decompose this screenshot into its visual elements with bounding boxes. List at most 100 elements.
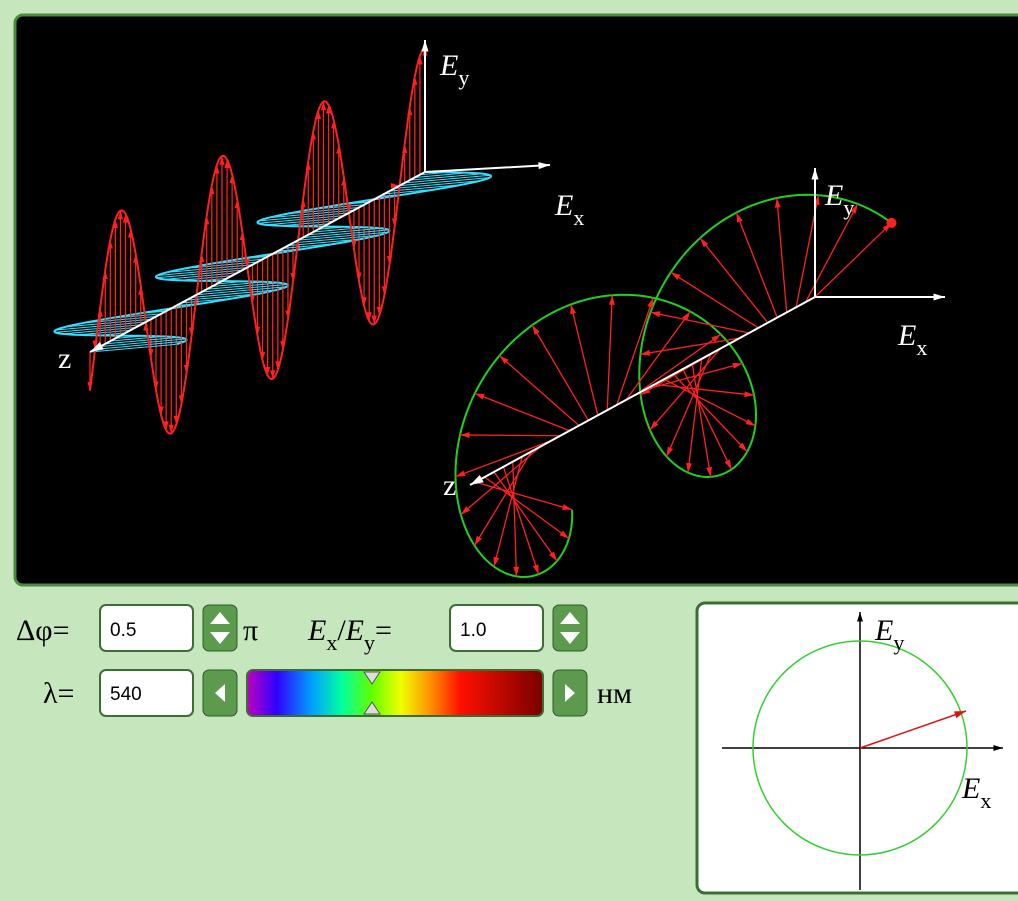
phase-spinner[interactable]: [202, 604, 238, 652]
arrow-head: [711, 334, 721, 343]
field-tip: [886, 217, 897, 228]
arrow-head: [460, 506, 471, 515]
ex-vector: [186, 293, 260, 301]
ex-vector: [176, 302, 205, 307]
ex-vector: [239, 256, 268, 260]
arrow-head: [421, 40, 429, 52]
ex-vector: [404, 174, 491, 184]
arrow-head: [857, 612, 863, 622]
arrow-head: [366, 312, 372, 321]
arrow-head: [474, 393, 485, 400]
arrow-head: [850, 203, 858, 214]
lambda-decrease[interactable]: [202, 669, 238, 717]
arrow-head: [320, 101, 327, 111]
arrow-head: [90, 342, 104, 352]
arrow-head: [219, 156, 225, 165]
ex-vector: [280, 220, 334, 227]
arrow-shaft: [654, 383, 755, 396]
arrow: [215, 684, 225, 702]
ex-vector: [179, 275, 233, 281]
e: E: [439, 49, 458, 82]
wavelength-slider[interactable]: [246, 669, 544, 717]
arrow-shaft: [473, 450, 533, 546]
slider-thumb[interactable]: [363, 671, 381, 715]
eq: =: [375, 614, 392, 647]
sub: x: [980, 788, 991, 813]
arrow-shaft: [687, 358, 703, 473]
arrow-shaft: [699, 237, 769, 324]
arrow-shaft: [682, 368, 733, 470]
arrow-shaft: [635, 333, 722, 396]
arrow-head: [570, 304, 577, 315]
ex-vector: [62, 326, 136, 335]
arrow-shaft: [814, 222, 892, 298]
arrow-shaft: [672, 373, 748, 453]
arrow-head: [538, 162, 550, 170]
lambda-input[interactable]: [99, 669, 194, 717]
arrow-head: [954, 711, 966, 719]
arrow-head: [224, 159, 230, 169]
ratio-spinner[interactable]: [552, 604, 588, 652]
ex-vector: [216, 280, 245, 285]
spinner-arrows: [210, 612, 230, 644]
arrow-head: [736, 212, 743, 223]
ex-vector: [341, 201, 370, 205]
lambda-unit: нм: [597, 677, 632, 710]
e: E: [345, 614, 364, 647]
arrow-shaft: [644, 362, 743, 391]
arrow-head: [682, 311, 691, 322]
spinner[interactable]: [552, 604, 588, 652]
sub: y: [364, 630, 375, 655]
label: Ey: [824, 179, 854, 220]
phase-label: Δφ=: [16, 614, 70, 647]
arrow-head: [993, 745, 1003, 751]
wave-labels: Ey Ex z Ey Ex z: [58, 49, 927, 502]
phase-value: 0.5: [110, 620, 136, 641]
e: E: [897, 319, 916, 352]
arrow-head: [608, 295, 615, 305]
label: Ey: [874, 614, 904, 655]
arrow-head: [724, 459, 732, 470]
arrow-head: [744, 391, 755, 398]
arrow-head: [647, 297, 654, 308]
ex-vector: [318, 226, 347, 230]
ex-vector: [419, 171, 448, 176]
spinner[interactable]: [202, 604, 238, 652]
arrow-head: [470, 474, 484, 485]
arrow-head: [562, 504, 573, 510]
arrow-shaft: [512, 461, 518, 577]
arrow: [565, 684, 575, 702]
ex-vector: [303, 229, 389, 238]
arrow-head: [549, 551, 557, 561]
lambda-label: λ=: [43, 677, 74, 710]
ex-vector: [184, 261, 258, 269]
arrow-head: [532, 564, 539, 575]
ex-vector: [201, 283, 288, 293]
arrow-head: [732, 363, 743, 369]
arrow-head: [933, 293, 945, 301]
phase-input[interactable]: [99, 604, 194, 652]
ex-vector: [287, 238, 361, 247]
arrow-shaft: [502, 466, 540, 575]
ex-vector: [100, 338, 186, 348]
ex-vector: [409, 173, 483, 181]
arrow-head: [460, 432, 470, 438]
label: Ex: [897, 319, 927, 360]
arrow-head: [774, 197, 781, 208]
arrow-head: [264, 366, 271, 376]
lambda-increase[interactable]: [552, 669, 588, 717]
ex-vector: [83, 316, 157, 324]
sub: x: [573, 205, 584, 230]
controls: Δφ= 0.5 π Ex/Ey= 1.0 λ= 540 нм: [16, 604, 632, 717]
arrow-shaft: [531, 324, 589, 421]
arrow-head: [649, 420, 659, 430]
ratio-input[interactable]: [449, 604, 544, 652]
ex-vector: [399, 177, 490, 187]
ex-vector: [211, 281, 265, 288]
arrow-shaft: [735, 212, 778, 318]
arrow-shaft: [469, 296, 816, 486]
ex-vector: [65, 318, 151, 328]
arrow-head: [455, 470, 466, 477]
